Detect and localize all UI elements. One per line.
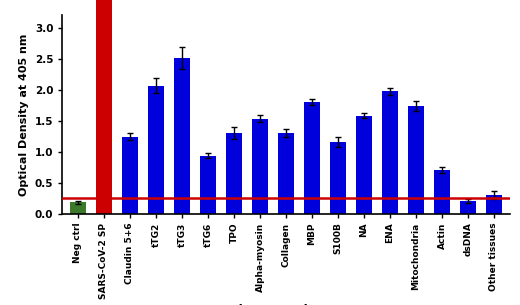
Bar: [122, 137, 138, 214]
Y-axis label: Optical Density at 405 nm: Optical Density at 405 nm: [19, 33, 29, 196]
Bar: [96, 0, 112, 214]
Bar: [382, 92, 398, 214]
Bar: [96, 0, 112, 214]
Bar: [174, 58, 190, 214]
Bar: [252, 119, 268, 214]
Bar: [148, 86, 164, 214]
Bar: [304, 102, 320, 214]
Bar: [460, 201, 476, 213]
Bar: [200, 156, 216, 213]
Bar: [356, 116, 372, 214]
Bar: [226, 133, 242, 213]
Bar: [408, 106, 424, 214]
X-axis label: Tissue Antigens: Tissue Antigens: [230, 304, 342, 305]
Bar: [278, 133, 294, 213]
Bar: [330, 142, 346, 213]
Bar: [486, 195, 502, 214]
Bar: [70, 202, 86, 213]
Bar: [434, 170, 450, 214]
